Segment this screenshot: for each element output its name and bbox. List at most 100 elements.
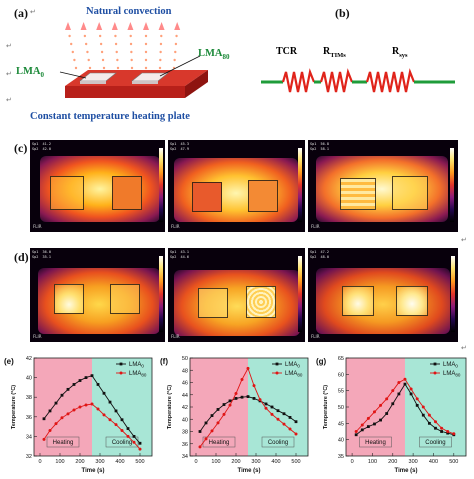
x-tick-label: 0 — [351, 459, 354, 465]
y-tick-label: 38 — [182, 430, 188, 436]
chart-g: 35 40 45 50 55 60 65 0 100 200 300 400 500 (g) Tempera… — [316, 356, 467, 474]
convection-dot — [74, 66, 78, 70]
heating-plate-front — [65, 86, 185, 98]
y-tick-label: 34 — [26, 434, 32, 440]
data-point-lma0 — [434, 426, 437, 430]
cooling-label-box — [419, 436, 452, 448]
natural-convection-title: Natural convection — [86, 6, 172, 17]
data-point-lma0 — [427, 421, 431, 425]
panel-a-label: (a) — [14, 6, 28, 20]
data-point-lma0 — [102, 391, 106, 395]
data-point-lma0 — [288, 416, 292, 419]
data-point-lma80 — [60, 416, 64, 420]
convection-dot — [144, 34, 148, 38]
data-point-lma0 — [415, 403, 419, 407]
heating-label-box — [202, 436, 236, 448]
heating-label: Heating — [53, 440, 74, 446]
thermal-image-d1: Sp1 36.0 Sp2 35.1 FLIR — [30, 248, 165, 342]
y-tick-label: 40 — [338, 438, 344, 444]
convection-arrowhead — [96, 22, 103, 30]
x-tick-label: 500 — [291, 459, 300, 465]
convection-dot — [158, 66, 162, 70]
thermal-image-d3: Sp1 47.2 Sp2 48.0 FLIR — [308, 248, 458, 342]
panel-c-label: (c) — [14, 141, 28, 155]
y-tick-label: 36 — [182, 442, 188, 448]
chart-panel-label: (e) — [4, 357, 14, 366]
data-point-lma80 — [433, 420, 437, 424]
chart-e: 32 34 36 38 40 42 0 100 200 300 400 500 (e) Temperatu… — [4, 356, 153, 474]
convection-arrowhead — [80, 22, 87, 30]
convection-dot — [130, 58, 133, 62]
convection-dot — [144, 66, 148, 70]
data-point-lma80 — [138, 447, 142, 451]
flir-logo: FLIR — [311, 224, 320, 229]
lma80-region — [248, 180, 278, 212]
data-point-lma0 — [222, 403, 226, 406]
data-point-lma80 — [415, 397, 419, 401]
convection-dot — [102, 66, 106, 70]
plate-caption: Constant temperature heating plate — [30, 111, 190, 122]
chart-panel-label: (f) — [160, 357, 168, 366]
data-point-lma0 — [42, 417, 46, 421]
convection-dot — [144, 50, 148, 54]
y-tick-label: 50 — [182, 356, 188, 362]
heating-label-box — [46, 436, 80, 448]
color-scale-bar — [451, 256, 455, 332]
flir-logo: FLIR — [171, 224, 180, 229]
data-point-lma0 — [216, 408, 220, 411]
data-point-lma0 — [54, 401, 58, 405]
data-point-lma0 — [132, 435, 136, 438]
y-tick-label: 35 — [338, 454, 344, 460]
legend-label-lma80: LMA80 — [129, 371, 147, 378]
x-tick-label: 200 — [388, 459, 397, 465]
data-point-lma0 — [60, 393, 64, 397]
x-tick-label: 400 — [271, 459, 280, 465]
convection-dot — [114, 42, 118, 46]
data-point-lma0 — [379, 418, 382, 422]
data-point-lma80 — [288, 427, 292, 431]
x-tick-label: 100 — [55, 459, 64, 465]
convection-dot — [71, 50, 74, 54]
return-mark: ↵ — [461, 236, 467, 244]
legend-marker-lma80 — [119, 371, 123, 375]
data-point-lma0 — [373, 422, 376, 426]
y-tick-label: 45 — [338, 421, 344, 427]
data-point-lma80 — [78, 405, 82, 409]
data-point-lma0 — [66, 387, 70, 391]
r-sys-resistor — [365, 68, 416, 93]
thermal-resistance-circuit — [261, 68, 455, 93]
convection-dot — [101, 58, 105, 62]
data-point-lma80 — [198, 445, 202, 449]
y-tick-label: 60 — [338, 372, 344, 378]
convection-dot — [114, 34, 117, 38]
y-tick-label: 65 — [338, 356, 344, 362]
data-point-lma80 — [427, 413, 431, 417]
lma0-region — [198, 288, 228, 318]
convection-dot — [129, 34, 132, 38]
legend-label-lma0: LMA0 — [129, 362, 144, 369]
data-point-lma0 — [276, 409, 280, 413]
x-tick-label: 300 — [409, 459, 418, 465]
convection-arrowhead — [65, 22, 71, 30]
data-point-lma0 — [446, 431, 450, 435]
panel-b-label: (b) — [335, 6, 350, 20]
chart-panel-label: (g) — [316, 357, 327, 366]
convection-dot — [130, 50, 133, 54]
x-tick-label: 500 — [135, 459, 144, 465]
data-point-lma0 — [234, 397, 238, 400]
color-scale-bar — [298, 148, 302, 222]
x-axis-label: Time (s) — [395, 468, 418, 474]
data-point-lma80 — [385, 397, 389, 401]
data-point-lma80 — [204, 437, 208, 441]
data-point-lma80 — [276, 417, 280, 421]
convection-dot — [115, 50, 118, 54]
y-tick-label: 44 — [182, 393, 188, 399]
convection-dot — [144, 58, 148, 62]
cooling-label-box — [261, 436, 295, 448]
data-point-lma80 — [54, 422, 58, 426]
data-point-lma80 — [391, 389, 395, 393]
data-point-lma80 — [108, 418, 112, 422]
legend-label-lma80-sub: 80 — [141, 373, 147, 378]
data-point-lma0 — [210, 414, 214, 417]
